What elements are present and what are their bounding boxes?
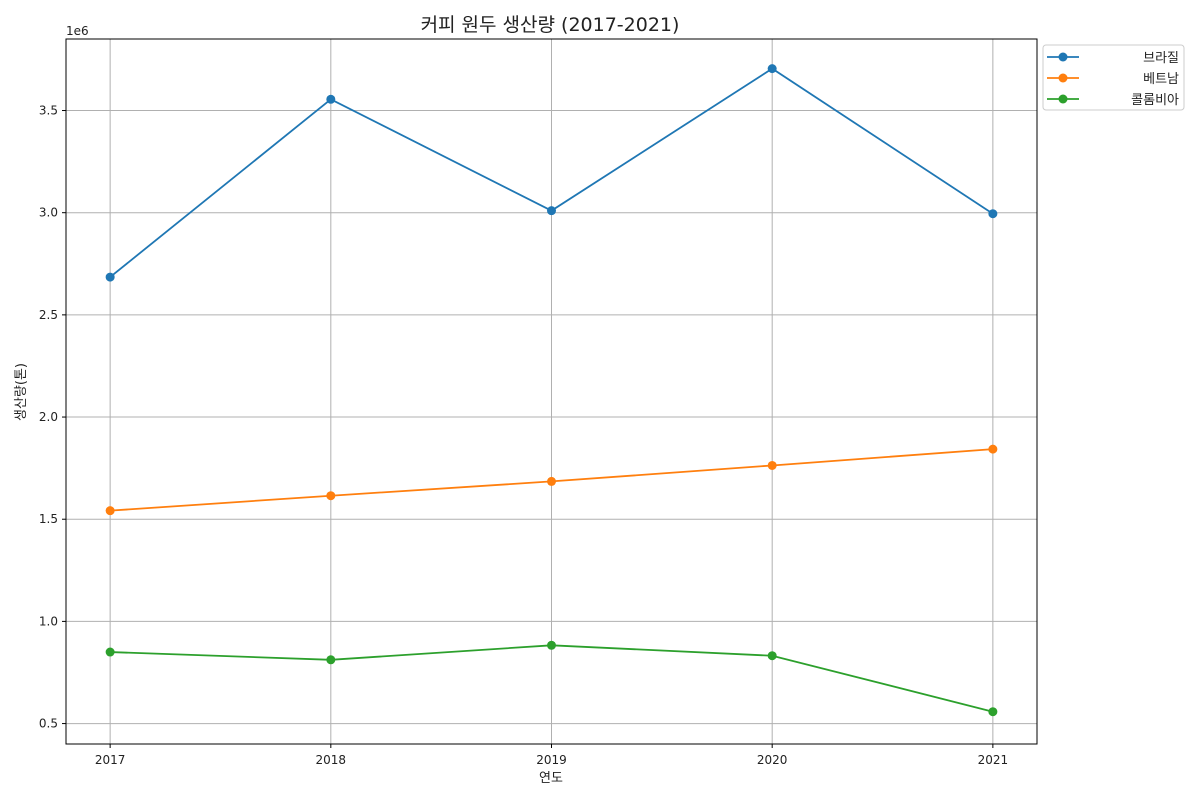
data-point (988, 209, 998, 219)
data-point (547, 476, 556, 486)
grid-lines (66, 39, 1037, 744)
x-tick-label: 2019 (536, 753, 567, 767)
series-lines (105, 64, 998, 717)
data-point (547, 206, 556, 216)
y-axis-label: 생산량(톤) (14, 363, 29, 421)
x-axis-label: 연도 (539, 771, 563, 786)
data-point (326, 655, 336, 665)
series-1 (105, 444, 998, 516)
data-point (988, 707, 998, 717)
y-tick-label: 3.0 (39, 206, 58, 220)
legend-label: 브라질 (1143, 51, 1179, 66)
data-point (547, 640, 556, 650)
axes: 2017 2018 2019 2020 2021 0.5 1.0 1.5 2.0 2.5 3.0 3.… (39, 104, 1008, 767)
series-2 (105, 640, 998, 717)
data-point (988, 444, 998, 454)
legend-marker (1058, 73, 1068, 83)
y-tick-label: 3.5 (39, 104, 58, 118)
x-tick-label: 2020 (757, 753, 788, 767)
x-tick-label: 2017 (95, 753, 126, 767)
legend-item: 브라질 (1047, 51, 1179, 66)
data-point (105, 506, 115, 516)
chart-title: 커피 원두 생산량 (2017-2021) (421, 14, 680, 36)
y-tick-label: 1.5 (39, 512, 58, 526)
legend-box (1042, 44, 1185, 111)
y-tick-label: 1.0 (39, 614, 58, 628)
data-point (105, 647, 115, 657)
data-point (326, 94, 336, 104)
legend-label: 콜롬비아 (1131, 93, 1179, 108)
legend-marker (1058, 52, 1068, 62)
data-point (326, 491, 336, 501)
x-tick-label: 2021 (978, 753, 1009, 767)
data-point (767, 64, 777, 74)
y-tick-label: 0.5 (39, 717, 58, 731)
data-point (767, 651, 777, 661)
data-point (105, 272, 115, 282)
legend-label: 베트남 (1143, 72, 1179, 87)
legend-item: 베트남 (1047, 72, 1179, 87)
y-tick-label: 2.0 (39, 410, 58, 424)
y-tick-label: 2.5 (39, 308, 58, 322)
series-0 (105, 64, 998, 282)
data-point (767, 460, 777, 470)
legend-item: 콜롬비아 (1047, 93, 1179, 108)
y-axis-offset-text: 1e6 (66, 24, 89, 38)
x-tick-label: 2018 (316, 753, 347, 767)
legend-marker (1058, 94, 1068, 104)
